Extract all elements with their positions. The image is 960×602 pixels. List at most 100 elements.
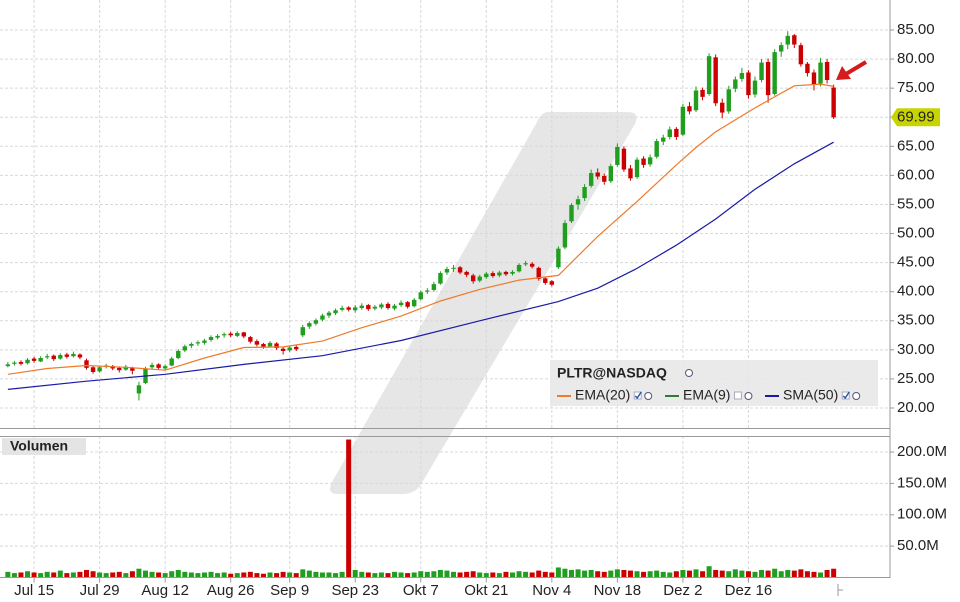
candle-body — [300, 327, 305, 336]
candle-body — [438, 273, 443, 284]
volume-bar — [595, 571, 601, 578]
volume-bar — [195, 573, 201, 578]
y-tick-label: 80.00 — [897, 50, 935, 67]
candle-body — [221, 334, 227, 336]
volume-bar — [70, 572, 76, 578]
legend-checkbox[interactable] — [733, 391, 742, 400]
volume-bar — [267, 572, 273, 578]
y-tick-label: 20.00 — [897, 399, 935, 416]
y-tick-label: 30.00 — [897, 341, 935, 358]
candle-body — [647, 157, 653, 165]
volume-bar — [11, 573, 17, 578]
candle-body — [602, 175, 607, 182]
watermark — [330, 112, 637, 494]
volume-bar — [614, 569, 620, 578]
candle-body — [785, 35, 790, 45]
volume-bar — [90, 571, 96, 578]
volume-bar — [228, 573, 234, 578]
volume-bar — [365, 572, 371, 578]
volume-bar — [516, 571, 522, 578]
legend: PLTR@NASDAQ EMA(20) EMA(9) SMA(50) — [550, 360, 878, 406]
candle-body — [608, 166, 614, 182]
y-tick-label: 85.00 — [897, 21, 935, 38]
volume-bar — [804, 571, 810, 578]
x-tick-label: Okt 7 — [403, 582, 439, 599]
volume-bar — [772, 568, 778, 578]
legend-label: EMA(9) — [683, 387, 730, 403]
volume-bar — [470, 571, 476, 578]
legend-label: EMA(20) — [575, 387, 630, 403]
legend-checkbox[interactable] — [841, 391, 850, 400]
candle-body — [811, 72, 817, 85]
volume-bar — [306, 570, 312, 578]
volume-bar — [608, 570, 614, 578]
candle-body — [58, 355, 63, 359]
candle-body — [510, 271, 515, 274]
candle-body — [746, 72, 751, 96]
marks: 69.99 — [5, 31, 940, 578]
volume-bar — [490, 572, 496, 578]
candle-body — [136, 385, 142, 394]
frame: Volumen — [0, 0, 891, 596]
legend-checkbox[interactable] — [633, 391, 642, 400]
volume-bar — [831, 568, 837, 578]
candle-body — [418, 292, 423, 300]
candle-body — [294, 346, 299, 350]
volume-bar — [588, 569, 594, 578]
volume-bar — [110, 572, 116, 578]
candle-body — [313, 320, 319, 324]
volume-bar — [149, 571, 155, 578]
volume-bar — [785, 569, 791, 578]
volume-bar — [503, 571, 509, 578]
legend-settings[interactable] — [744, 392, 753, 400]
legend-check — [842, 391, 850, 400]
candle-body — [267, 342, 273, 347]
y2-tick-label: 200.0M — [897, 443, 947, 460]
volume-bar — [31, 572, 37, 578]
x-tick-label: Aug 26 — [207, 582, 255, 599]
candle-body — [12, 362, 17, 364]
candle-body — [228, 333, 233, 336]
volume-bar — [64, 573, 70, 578]
volume-bar — [398, 572, 404, 578]
legend-settings[interactable] — [852, 392, 861, 400]
volume-bar — [38, 573, 44, 578]
info-icon[interactable] — [685, 369, 693, 377]
volume-bar — [182, 571, 188, 578]
volume-bar — [483, 573, 489, 578]
volume-bar — [247, 571, 253, 578]
candle-body — [346, 307, 351, 310]
volume-bar — [51, 572, 57, 578]
candle-body — [320, 315, 325, 320]
candle-body — [759, 62, 764, 81]
candle-body — [726, 89, 731, 112]
candle-body — [248, 337, 253, 342]
volume-bar — [673, 571, 679, 578]
candle-body — [326, 312, 332, 316]
y2-tick-label: 100.0M — [897, 506, 947, 523]
volume-bar — [759, 569, 765, 578]
volume-bar — [123, 573, 129, 578]
candle-body — [733, 79, 738, 89]
volume-bar — [418, 571, 424, 578]
y-tick-label: 65.00 — [897, 137, 935, 154]
candle-body — [149, 364, 155, 368]
volume-bar — [582, 570, 588, 578]
candle-body — [90, 367, 96, 372]
x-tick-label: Sep 9 — [270, 582, 309, 599]
y-tick-label: 35.00 — [897, 312, 935, 329]
y2-tick-label: 50.0M — [897, 537, 939, 554]
legend-settings[interactable] — [644, 392, 653, 400]
volume-bar — [693, 569, 699, 578]
volume-bar — [201, 572, 207, 578]
volume-bar — [713, 569, 719, 578]
candle-body — [385, 303, 391, 308]
volume-bar — [437, 569, 443, 578]
candle-body — [595, 172, 600, 177]
candle-body — [333, 310, 338, 314]
volume-bar — [162, 573, 168, 578]
candle-body — [503, 271, 509, 275]
candle-body — [661, 137, 666, 142]
